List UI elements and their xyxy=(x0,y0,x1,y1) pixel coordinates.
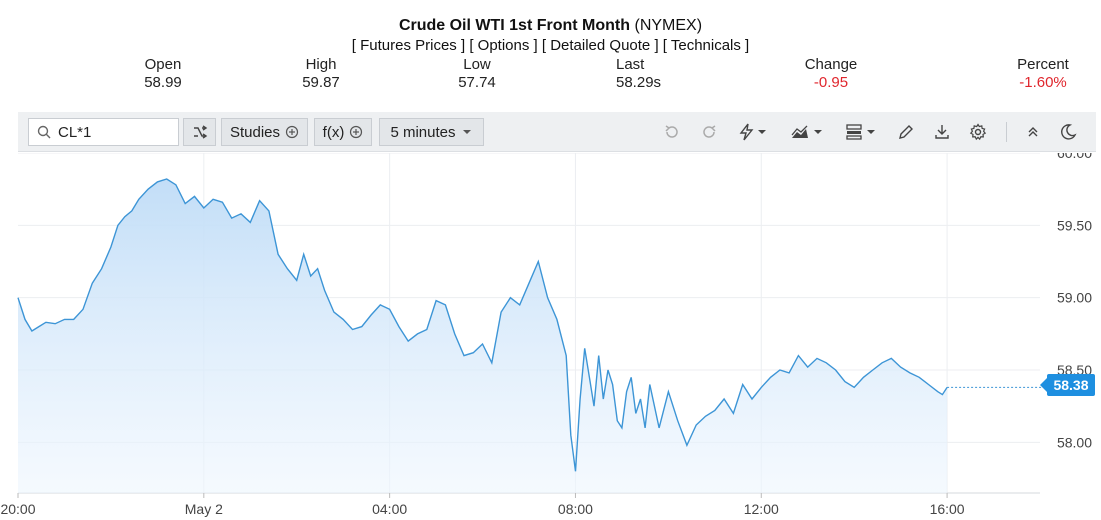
redo-button[interactable] xyxy=(698,122,720,142)
change-stat: Change -0.95 xyxy=(794,56,868,92)
chevron-down-icon xyxy=(462,130,471,134)
high-value: 59.87 xyxy=(302,74,340,91)
instrument-title: Crude Oil WTI 1st Front Month (NYMEX) xyxy=(0,17,1101,35)
lightning-icon xyxy=(739,123,766,141)
open-stat: Open 58.99 xyxy=(133,56,193,92)
last-value: 58.29s xyxy=(616,74,662,91)
plus-circle-icon xyxy=(350,125,363,139)
last-label: Last xyxy=(616,56,645,73)
area-chart-icon xyxy=(791,125,822,138)
download-button[interactable] xyxy=(931,122,953,142)
y-tick-label: 58.00 xyxy=(1057,434,1092,450)
interval-label: 5 minutes xyxy=(390,123,456,141)
low-value: 57.74 xyxy=(458,74,496,91)
fx-label: f(x) xyxy=(322,123,345,141)
title-text: Crude Oil WTI 1st Front Month xyxy=(398,17,631,34)
settings-button[interactable] xyxy=(967,122,989,142)
y-tick-label: 60.00 xyxy=(1057,153,1092,161)
y-tick-label: 59.00 xyxy=(1057,290,1092,306)
last-price-badge: 58.38 xyxy=(1040,374,1095,396)
percent-stat: Percent -1.60% xyxy=(1004,56,1082,92)
moon-icon xyxy=(1061,124,1077,140)
draw-button[interactable] xyxy=(895,122,917,142)
bars-icon xyxy=(846,124,875,140)
layout-button[interactable] xyxy=(844,122,880,142)
open-label: Open xyxy=(144,56,182,73)
technicals-link[interactable]: [ Technicals ] xyxy=(662,37,750,54)
futures-prices-link[interactable]: [ Futures Prices ] xyxy=(351,37,466,54)
exchange-text: (NYMEX) xyxy=(634,17,703,34)
x-tick-label: 20:00 xyxy=(0,501,35,517)
search-icon xyxy=(37,125,51,139)
x-axis: 20:00 May 2 04:00 08:00 12:00 16:00 xyxy=(0,386,1046,517)
percent-value: -1.60% xyxy=(1019,74,1067,91)
compare-button[interactable] xyxy=(183,118,216,146)
chart-toolbar: CL*1 Studies f(x) 5 minutes xyxy=(18,112,1096,152)
symbol-search-input[interactable]: CL*1 xyxy=(28,118,179,146)
x-tick-label: 04:00 xyxy=(372,501,407,517)
collapse-icon xyxy=(1028,127,1038,137)
undo-button[interactable] xyxy=(661,122,683,142)
high-stat: High 59.87 xyxy=(291,56,351,92)
shuffle-icon xyxy=(193,125,207,139)
detailed-quote-link[interactable]: [ Detailed Quote ] xyxy=(541,37,659,54)
interval-select[interactable]: 5 minutes xyxy=(379,118,484,146)
studies-label: Studies xyxy=(229,123,281,141)
low-label: Low xyxy=(463,56,491,73)
open-value: 58.99 xyxy=(144,74,182,91)
x-tick-label: May 2 xyxy=(185,501,223,517)
x-tick-label: 08:00 xyxy=(558,501,593,517)
download-icon xyxy=(935,125,949,139)
gear-icon xyxy=(969,123,987,141)
change-value: -0.95 xyxy=(813,74,849,91)
plus-circle-icon xyxy=(285,125,299,139)
y-tick-label: 59.50 xyxy=(1057,217,1092,233)
redo-icon xyxy=(703,125,716,138)
studies-button[interactable]: Studies xyxy=(221,118,308,146)
high-label: High xyxy=(305,56,337,73)
pencil-icon xyxy=(899,125,913,139)
x-tick-label: 16:00 xyxy=(930,501,965,517)
options-link[interactable]: [ Options ] xyxy=(469,37,538,54)
collapse-button[interactable] xyxy=(1022,122,1044,142)
last-stat: Last 58.29s xyxy=(605,56,665,92)
quote-links: [ Futures Prices ] [ Options ] [ Detaile… xyxy=(0,37,1101,54)
symbol-text: CL*1 xyxy=(58,124,92,141)
theme-toggle[interactable] xyxy=(1057,122,1079,142)
toolbar-divider xyxy=(1006,122,1007,142)
events-button[interactable] xyxy=(736,122,770,142)
low-stat: Low 57.74 xyxy=(447,56,507,92)
x-tick-label: 12:00 xyxy=(744,501,779,517)
price-area xyxy=(18,179,948,493)
quote-header: Crude Oil WTI 1st Front Month (NYMEX) [ … xyxy=(0,0,1101,110)
percent-label: Percent xyxy=(1017,56,1069,73)
price-line xyxy=(17,178,948,472)
chart-type-button[interactable] xyxy=(788,122,826,142)
fx-button[interactable]: f(x) xyxy=(314,118,372,146)
change-label: Change xyxy=(804,56,858,73)
undo-icon xyxy=(665,125,678,138)
